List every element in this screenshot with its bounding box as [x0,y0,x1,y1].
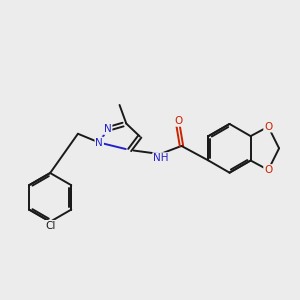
Text: O: O [264,165,272,175]
Text: O: O [174,116,182,126]
Text: O: O [264,122,272,132]
Text: NH: NH [153,153,169,163]
Text: N: N [95,138,103,148]
Text: Cl: Cl [45,221,55,231]
Text: N: N [104,124,112,134]
